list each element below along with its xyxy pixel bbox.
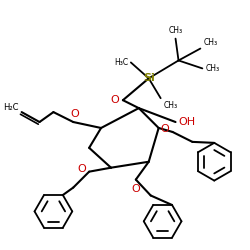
Text: Si: Si — [143, 73, 154, 83]
Text: O: O — [78, 164, 86, 174]
Text: O: O — [161, 124, 170, 134]
Text: CH₃: CH₃ — [205, 64, 220, 73]
Text: O: O — [110, 95, 119, 105]
Text: OH: OH — [178, 117, 196, 127]
Text: H₃C: H₃C — [114, 58, 128, 67]
Text: H₂C: H₂C — [3, 103, 19, 112]
Text: CH₃: CH₃ — [168, 26, 182, 35]
Text: O: O — [132, 184, 140, 194]
Text: O: O — [70, 109, 79, 119]
Text: CH₃: CH₃ — [164, 101, 178, 110]
Text: CH₃: CH₃ — [203, 38, 218, 46]
